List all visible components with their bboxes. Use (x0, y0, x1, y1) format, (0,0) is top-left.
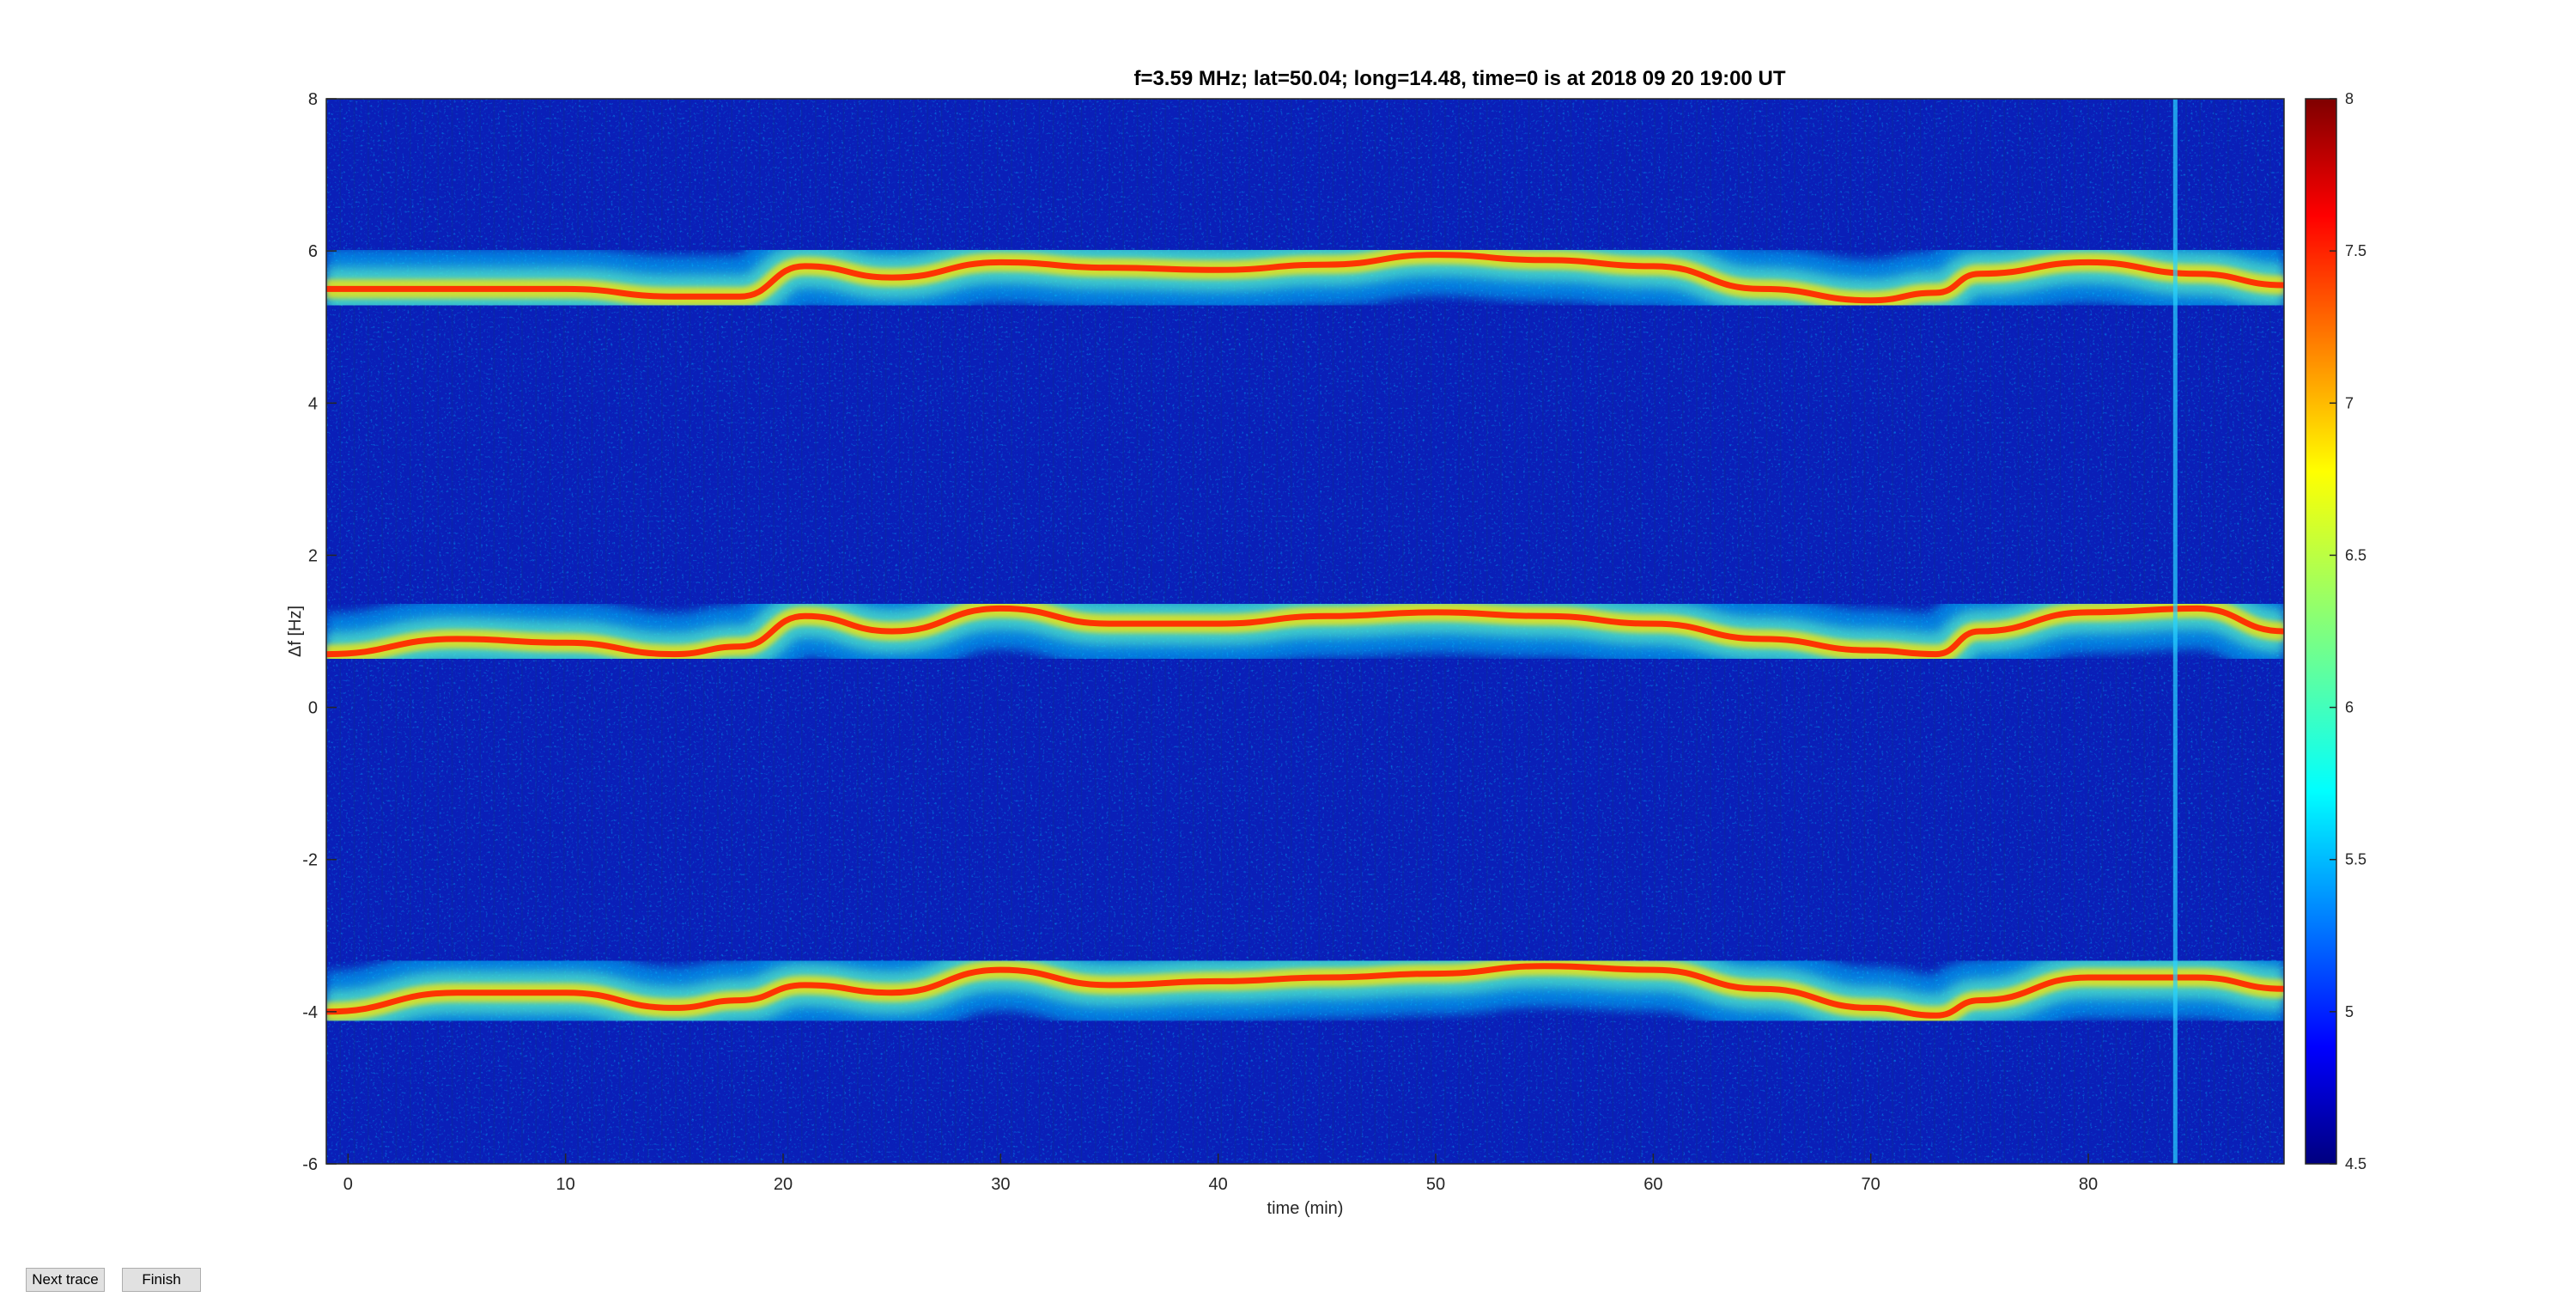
colorbar-tick-label: 7 (2345, 394, 2354, 411)
y-tick-label: 6 (308, 242, 318, 261)
x-tick-label: 40 (1209, 1175, 1228, 1194)
trace-2 (326, 567, 2284, 696)
colorbar-tick-label: 6 (2345, 699, 2354, 716)
chart-title: f=3.59 MHz; lat=50.04; long=14.48, time=… (1133, 67, 1786, 90)
x-tick-label: 50 (1426, 1175, 1445, 1194)
colorbar-tick-label: 5.5 (2345, 851, 2366, 868)
y-tick-label: 8 (308, 90, 318, 109)
trace-line (326, 605, 2284, 658)
x-tick-label: 80 (2079, 1175, 2098, 1194)
y-tick-label: -2 (302, 851, 318, 870)
colorbar-tick-label: 6.5 (2345, 546, 2366, 563)
x-tick-label: 60 (1643, 1175, 1662, 1194)
y-tick-label: 2 (308, 546, 318, 565)
x-tick-label: 70 (1862, 1175, 1880, 1194)
plot-frame (325, 98, 2285, 1165)
trace-3 (326, 925, 2284, 1056)
trace-1 (326, 214, 2284, 342)
colorbar-tick-label: 8 (2345, 90, 2354, 107)
colorbar-tick-label: 5 (2345, 1003, 2354, 1020)
plot-area (326, 99, 2284, 1164)
heatmap-body (326, 99, 2284, 1164)
x-axis-label: time (min) (1267, 1199, 1344, 1218)
x-tick-label: 30 (991, 1175, 1010, 1194)
finish-button[interactable]: Finish (122, 1268, 201, 1292)
colorbar-tick-label: 4.5 (2345, 1155, 2366, 1172)
colorbar: 8 7.5 7 6.5 6 5.5 5 4.5 (2305, 90, 2366, 1172)
colorbar-gradient (2305, 98, 2337, 1165)
colorbar-tick-label: 7.5 (2345, 242, 2366, 259)
y-tick-label: 0 (308, 699, 318, 718)
y-tick-label: -6 (302, 1155, 318, 1174)
trace-line (326, 252, 2284, 304)
x-tick-label: 10 (556, 1175, 575, 1194)
y-tick-label: -4 (302, 1003, 318, 1022)
y-axis-label: Δf [Hz] (286, 606, 305, 657)
trace-line (326, 963, 2284, 1019)
x-tick-label: 0 (343, 1175, 353, 1194)
x-tick-label: 20 (774, 1175, 793, 1194)
next-trace-button[interactable]: Next trace (26, 1268, 105, 1292)
y-tick-label: 4 (308, 394, 318, 413)
